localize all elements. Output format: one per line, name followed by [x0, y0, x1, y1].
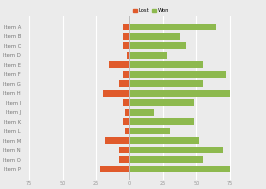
Bar: [105, 137, 130, 144]
Bar: [123, 33, 130, 40]
Legend: Lost, Won: Lost, Won: [133, 9, 169, 13]
Bar: [130, 61, 203, 68]
Bar: [123, 99, 130, 106]
Bar: [126, 128, 130, 134]
Bar: [130, 147, 223, 153]
Bar: [130, 109, 153, 115]
Bar: [130, 33, 180, 40]
Bar: [130, 128, 170, 134]
Bar: [130, 156, 203, 163]
Bar: [109, 61, 130, 68]
Bar: [130, 166, 230, 172]
Bar: [100, 166, 130, 172]
Bar: [130, 52, 167, 59]
Bar: [123, 71, 130, 77]
Bar: [123, 118, 130, 125]
Bar: [119, 147, 130, 153]
Bar: [126, 109, 130, 115]
Bar: [130, 137, 199, 144]
Bar: [119, 80, 130, 87]
Bar: [130, 90, 230, 97]
Bar: [103, 90, 130, 97]
Bar: [130, 71, 226, 77]
Bar: [130, 99, 194, 106]
Bar: [130, 43, 186, 49]
Bar: [127, 52, 130, 59]
Bar: [130, 23, 217, 30]
Bar: [130, 80, 203, 87]
Bar: [119, 156, 130, 163]
Bar: [123, 43, 130, 49]
Bar: [123, 23, 130, 30]
Bar: [130, 118, 194, 125]
